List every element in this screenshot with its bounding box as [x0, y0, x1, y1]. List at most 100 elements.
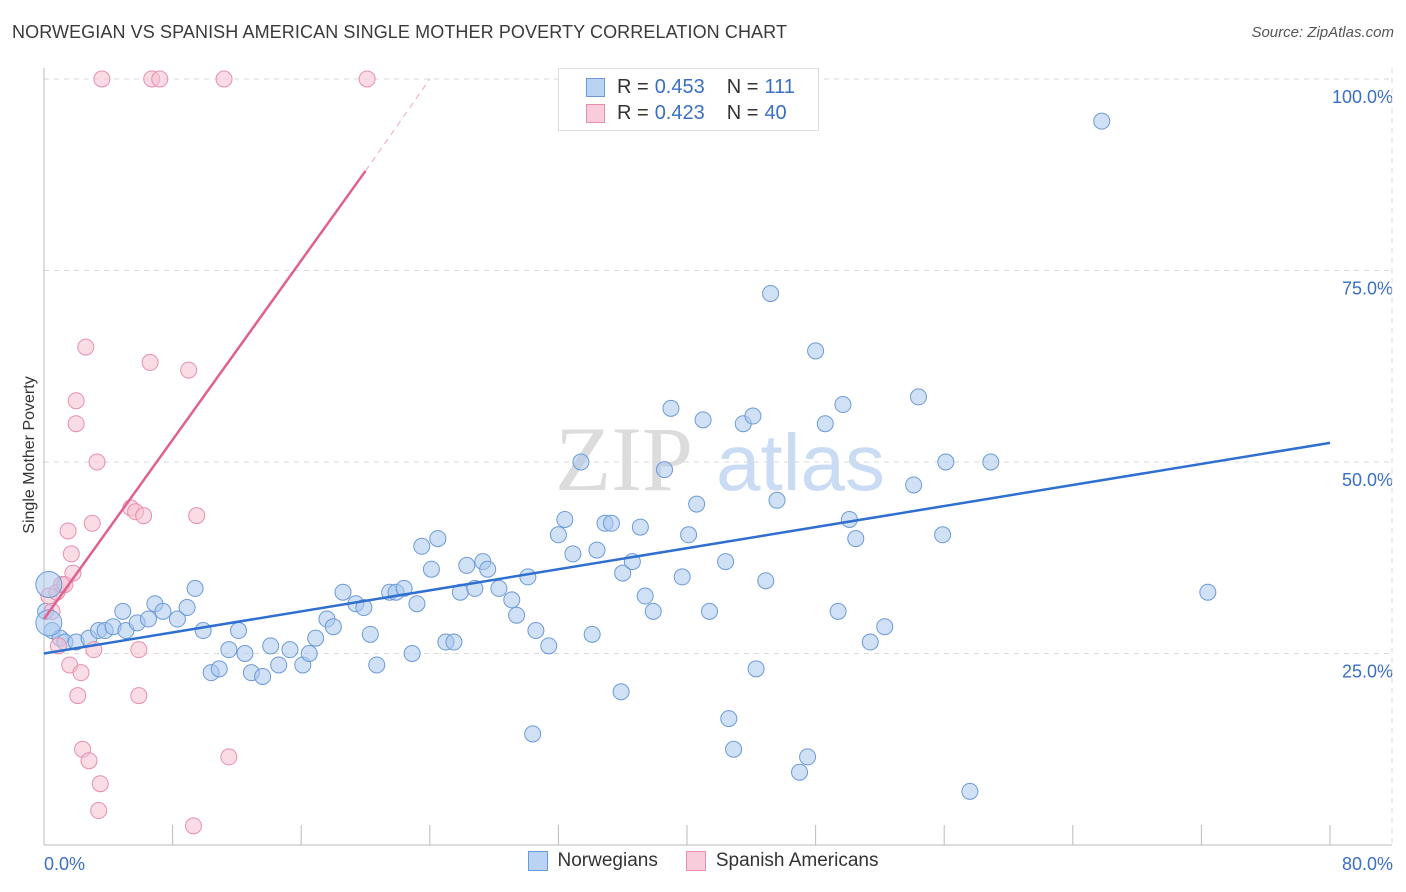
norwegian-point	[220, 641, 238, 659]
norwegian-point	[300, 645, 318, 662]
norwegian-point	[429, 530, 447, 548]
norwegian-point	[583, 625, 601, 643]
norwegian-point-large	[35, 571, 63, 599]
chart-source: Source: ZipAtlas.com	[1251, 24, 1394, 41]
norwegian-point	[720, 710, 738, 728]
spanish-american-point	[188, 507, 206, 525]
norwegian-point	[564, 545, 582, 563]
legend-item-spanish-americans: Spanish Americans	[685, 850, 879, 872]
legend-row-norwegians: R = 0.453 N = 111	[559, 75, 795, 99]
legend-r-value: 0.453	[654, 75, 705, 98]
norwegian-point	[139, 610, 157, 628]
norwegian-point	[816, 415, 834, 433]
norwegian-point	[1199, 583, 1217, 601]
spanish-american-point	[151, 70, 169, 88]
norwegian-point	[829, 602, 847, 620]
spanish-american-point	[93, 70, 111, 88]
norwegian-point	[876, 618, 894, 636]
norwegian-point	[549, 526, 567, 544]
norwegian-point	[744, 407, 762, 425]
blue-square-icon	[527, 851, 548, 871]
norwegian-point	[834, 396, 852, 414]
norwegian-point	[361, 625, 379, 643]
norwegian-point	[602, 514, 620, 532]
spanish-american-point	[59, 522, 77, 540]
legend-n-value: 111	[764, 75, 795, 98]
norwegian-point	[757, 572, 775, 590]
spanish-american-point	[67, 392, 85, 410]
norwegian-point	[636, 587, 654, 605]
chart-title: NORWEGIAN VS SPANISH AMERICAN SINGLE MOT…	[12, 22, 788, 42]
norwegian-point	[368, 656, 386, 674]
spanish-american-point	[220, 748, 238, 766]
spanish-american-point	[91, 775, 109, 793]
spanish-american-point	[72, 664, 90, 682]
spanish-american-point	[69, 687, 87, 705]
norwegian-point	[614, 564, 632, 582]
spanish-american-point	[83, 514, 101, 532]
norwegian-point	[934, 526, 952, 544]
norwegian-point	[194, 622, 212, 640]
norwegian-point	[588, 541, 606, 559]
x-tick-label-max: 80.0%	[1342, 854, 1393, 874]
norwegian-point	[673, 568, 691, 586]
norwegian-point	[210, 660, 228, 678]
norwegian-point	[262, 637, 280, 655]
spanish-american-point	[130, 687, 148, 705]
norwegian-trend-line	[43, 441, 1331, 655]
norwegian-point	[178, 599, 196, 617]
pink-square-icon	[586, 103, 605, 123]
norwegian-point	[747, 660, 765, 678]
norwegian-point	[154, 602, 172, 620]
norwegian-point	[355, 599, 373, 617]
norwegian-point	[799, 748, 817, 766]
norwegian-point	[905, 476, 923, 494]
y-tick-label: 25.0%	[1342, 662, 1393, 682]
norwegian-point	[527, 622, 545, 640]
norwegian-point	[961, 782, 979, 800]
norwegian-point	[644, 602, 662, 620]
norwegian-point	[556, 510, 574, 528]
norwegian-point	[395, 579, 413, 597]
norwegian-point	[982, 453, 1000, 471]
norwegian-point	[612, 683, 630, 701]
norwegian-point	[408, 595, 426, 613]
norwegian-point	[490, 579, 508, 597]
norwegian-point	[701, 602, 719, 620]
norwegian-point	[807, 342, 825, 360]
norwegian-point	[937, 453, 955, 471]
y-tick-label: 50.0%	[1342, 470, 1393, 490]
pink-square-icon	[685, 851, 706, 871]
norwegian-point	[230, 622, 248, 640]
legend-n-value: 40	[764, 101, 787, 124]
correlation-legend: R = 0.453 N = 111 R = 0.423 N = 40	[558, 68, 819, 131]
norwegian-point	[655, 461, 673, 479]
norwegian-point	[909, 388, 927, 406]
norwegian-point	[168, 610, 186, 628]
spanish-american-point	[180, 361, 198, 379]
norwegian-point	[403, 645, 421, 662]
spanish-american-point	[141, 353, 159, 371]
spanish-american-point	[80, 752, 98, 770]
spanish-american-point	[358, 70, 376, 88]
norwegian-point	[254, 667, 272, 685]
legend-item-norwegians: Norwegians	[527, 850, 658, 872]
norwegian-point	[413, 537, 431, 555]
norwegian-point	[445, 633, 463, 651]
spanish-american-point	[215, 70, 233, 88]
spanish-american-trend-extension	[365, 78, 431, 172]
legend-n-label: N =	[726, 101, 759, 124]
legend-r-label: R =	[617, 101, 649, 124]
norwegian-point	[631, 518, 649, 536]
norwegian-point	[762, 284, 780, 302]
norwegian-point	[270, 656, 288, 674]
spanish-american-point	[62, 545, 80, 563]
norwegian-point	[281, 641, 299, 659]
legend-label-spanish-americans: Spanish Americans	[715, 850, 879, 871]
legend-row-spanish-americans: R = 0.423 N = 40	[559, 101, 787, 125]
y-tick-label: 75.0%	[1342, 279, 1393, 299]
norwegian-point	[236, 645, 254, 662]
norwegian-point	[694, 411, 712, 429]
spanish-american-point	[184, 817, 202, 835]
